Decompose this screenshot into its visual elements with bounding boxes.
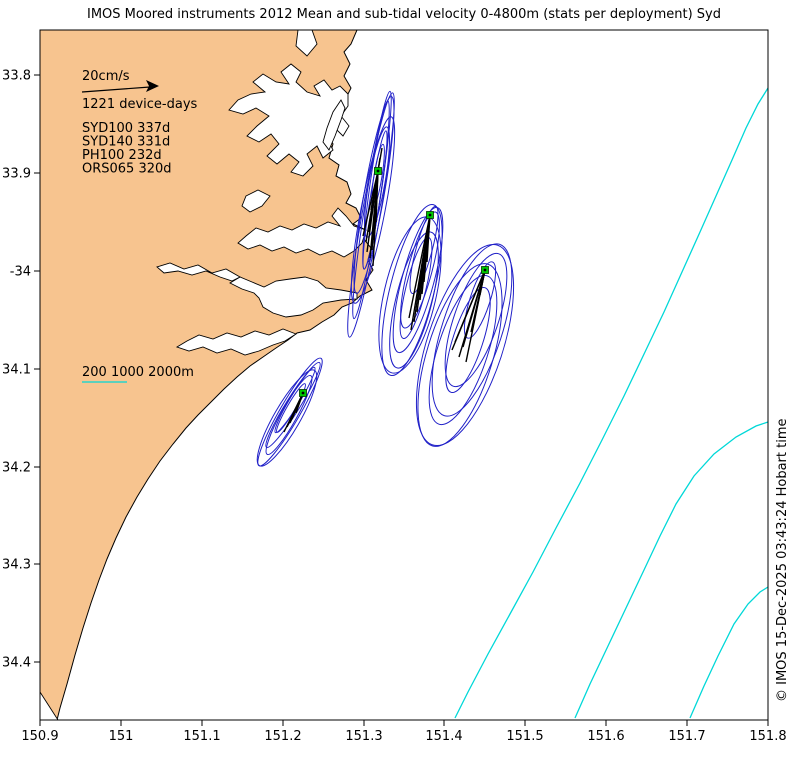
x-tick-label: 151.6 [587, 729, 624, 744]
velocity-vector-PH100 [289, 392, 304, 424]
estuary-port-hacking [175, 328, 297, 356]
scale-arrow-shaft [81, 86, 151, 93]
y-tick-label: 34.4 [2, 656, 31, 671]
y-tick-label: 33.9 [2, 167, 31, 182]
x-tick-label: 151.4 [425, 729, 462, 744]
site-label-ph100: PH100 232d [82, 148, 162, 163]
y-tick-label: 34.1 [2, 363, 31, 378]
x-tick-label: 151.7 [668, 729, 705, 744]
mooring-marker-dot-ORS065 [376, 169, 380, 173]
device-days-total: 1221 device-days [82, 97, 198, 112]
depth-legend: 200 1000 2000m [82, 365, 194, 383]
land-layer [39, 29, 374, 721]
plot-frame [39, 29, 769, 721]
isobath-200m [454, 87, 769, 719]
vector-layer [283, 147, 486, 433]
x-tick-label: 151.8 [749, 729, 786, 744]
y-tick-label: 34.3 [2, 558, 31, 573]
velocity-ellipse-SYD140 [444, 252, 508, 388]
isobath-2000m [689, 586, 769, 719]
estuary-cowan-creek [241, 189, 271, 213]
marker-layer [299, 167, 489, 397]
velocity-vector-SYD140 [479, 269, 486, 296]
velocity-ellipse-PH100 [265, 374, 313, 456]
estuary-hawkesbury [228, 63, 350, 177]
velocity-ellipse-PH100 [265, 361, 321, 449]
velocity-ellipse-ORS065 [350, 116, 396, 304]
mooring-marker-dot-SYD100 [428, 213, 432, 217]
y-tick-label: 33.8 [2, 69, 31, 84]
scale-label: 20cm/s [82, 69, 130, 84]
velocity-vector-SYD140 [451, 269, 486, 351]
estuary-botany-bay [229, 276, 358, 318]
x-tick-label: 150.9 [21, 729, 58, 744]
velocity-ellipse-SYD140 [415, 243, 515, 447]
plot-title: IMOS Moored instruments 2012 Mean and su… [87, 7, 721, 22]
velocity-ellipse-SYD140 [428, 274, 498, 426]
axis-layer: 150.9 151 151.1 151.2 151.3 151.4 151.5 151.6 15… [2, 29, 787, 744]
x-tick-label: 151.1 [183, 729, 220, 744]
estuary-pittwater [322, 99, 346, 151]
velocity-ellipse-PH100 [256, 369, 318, 467]
velocity-ellipse-SYD100 [389, 231, 439, 369]
velocity-vector-ORS065 [373, 170, 379, 241]
velocity-vector-SYD100 [408, 214, 431, 319]
scale-legend: 20cm/s 1221 device-days SYD100 337d SYD1… [81, 69, 198, 177]
y-tick-label: 34.2 [2, 461, 31, 476]
site-label-syd140: SYD140 331d [82, 135, 170, 150]
velocity-ellipse-PH100 [257, 357, 323, 467]
velocity-ellipse-SYD140 [431, 243, 513, 417]
scale-arrow-head [146, 80, 159, 92]
estuary-georges-river [156, 262, 241, 282]
estuary-sydney-harbour [237, 207, 367, 258]
mooring-marker-dot-SYD140 [483, 268, 487, 272]
site-label-syd100: SYD100 337d [82, 121, 170, 136]
velocity-vector-SYD100 [421, 214, 431, 295]
velocity-vector-SYD140 [462, 269, 486, 348]
x-tick-label: 151.5 [506, 729, 543, 744]
velocity-ellipse-ORS065 [347, 92, 395, 338]
velocity-ellipse-SYD100 [400, 211, 440, 329]
scale-arrow-icon [81, 80, 159, 93]
x-tick-label: 151.2 [264, 729, 301, 744]
ellipse-layer [256, 90, 515, 467]
depth-contours-label: 200 1000 2000m [82, 365, 194, 380]
site-label-ors065: ORS065 320d [82, 162, 172, 177]
mooring-marker-dot-PH100 [301, 391, 305, 395]
velocity-vector-ORS065 [370, 170, 379, 211]
velocity-ellipse-SYD140 [463, 261, 497, 339]
velocity-ellipse-ORS065 [362, 130, 388, 270]
copyright-watermark: © IMOS 15-Dec-2025 03:43:24 Hobart time [775, 418, 790, 702]
x-tick-label: 151 [109, 729, 134, 744]
y-tick-label: -34 [10, 265, 31, 280]
contour-layer [454, 87, 769, 719]
x-tick-label: 151.3 [345, 729, 382, 744]
isobath-1000m [574, 421, 769, 719]
velocity-ellipse-SYD140 [445, 286, 491, 394]
